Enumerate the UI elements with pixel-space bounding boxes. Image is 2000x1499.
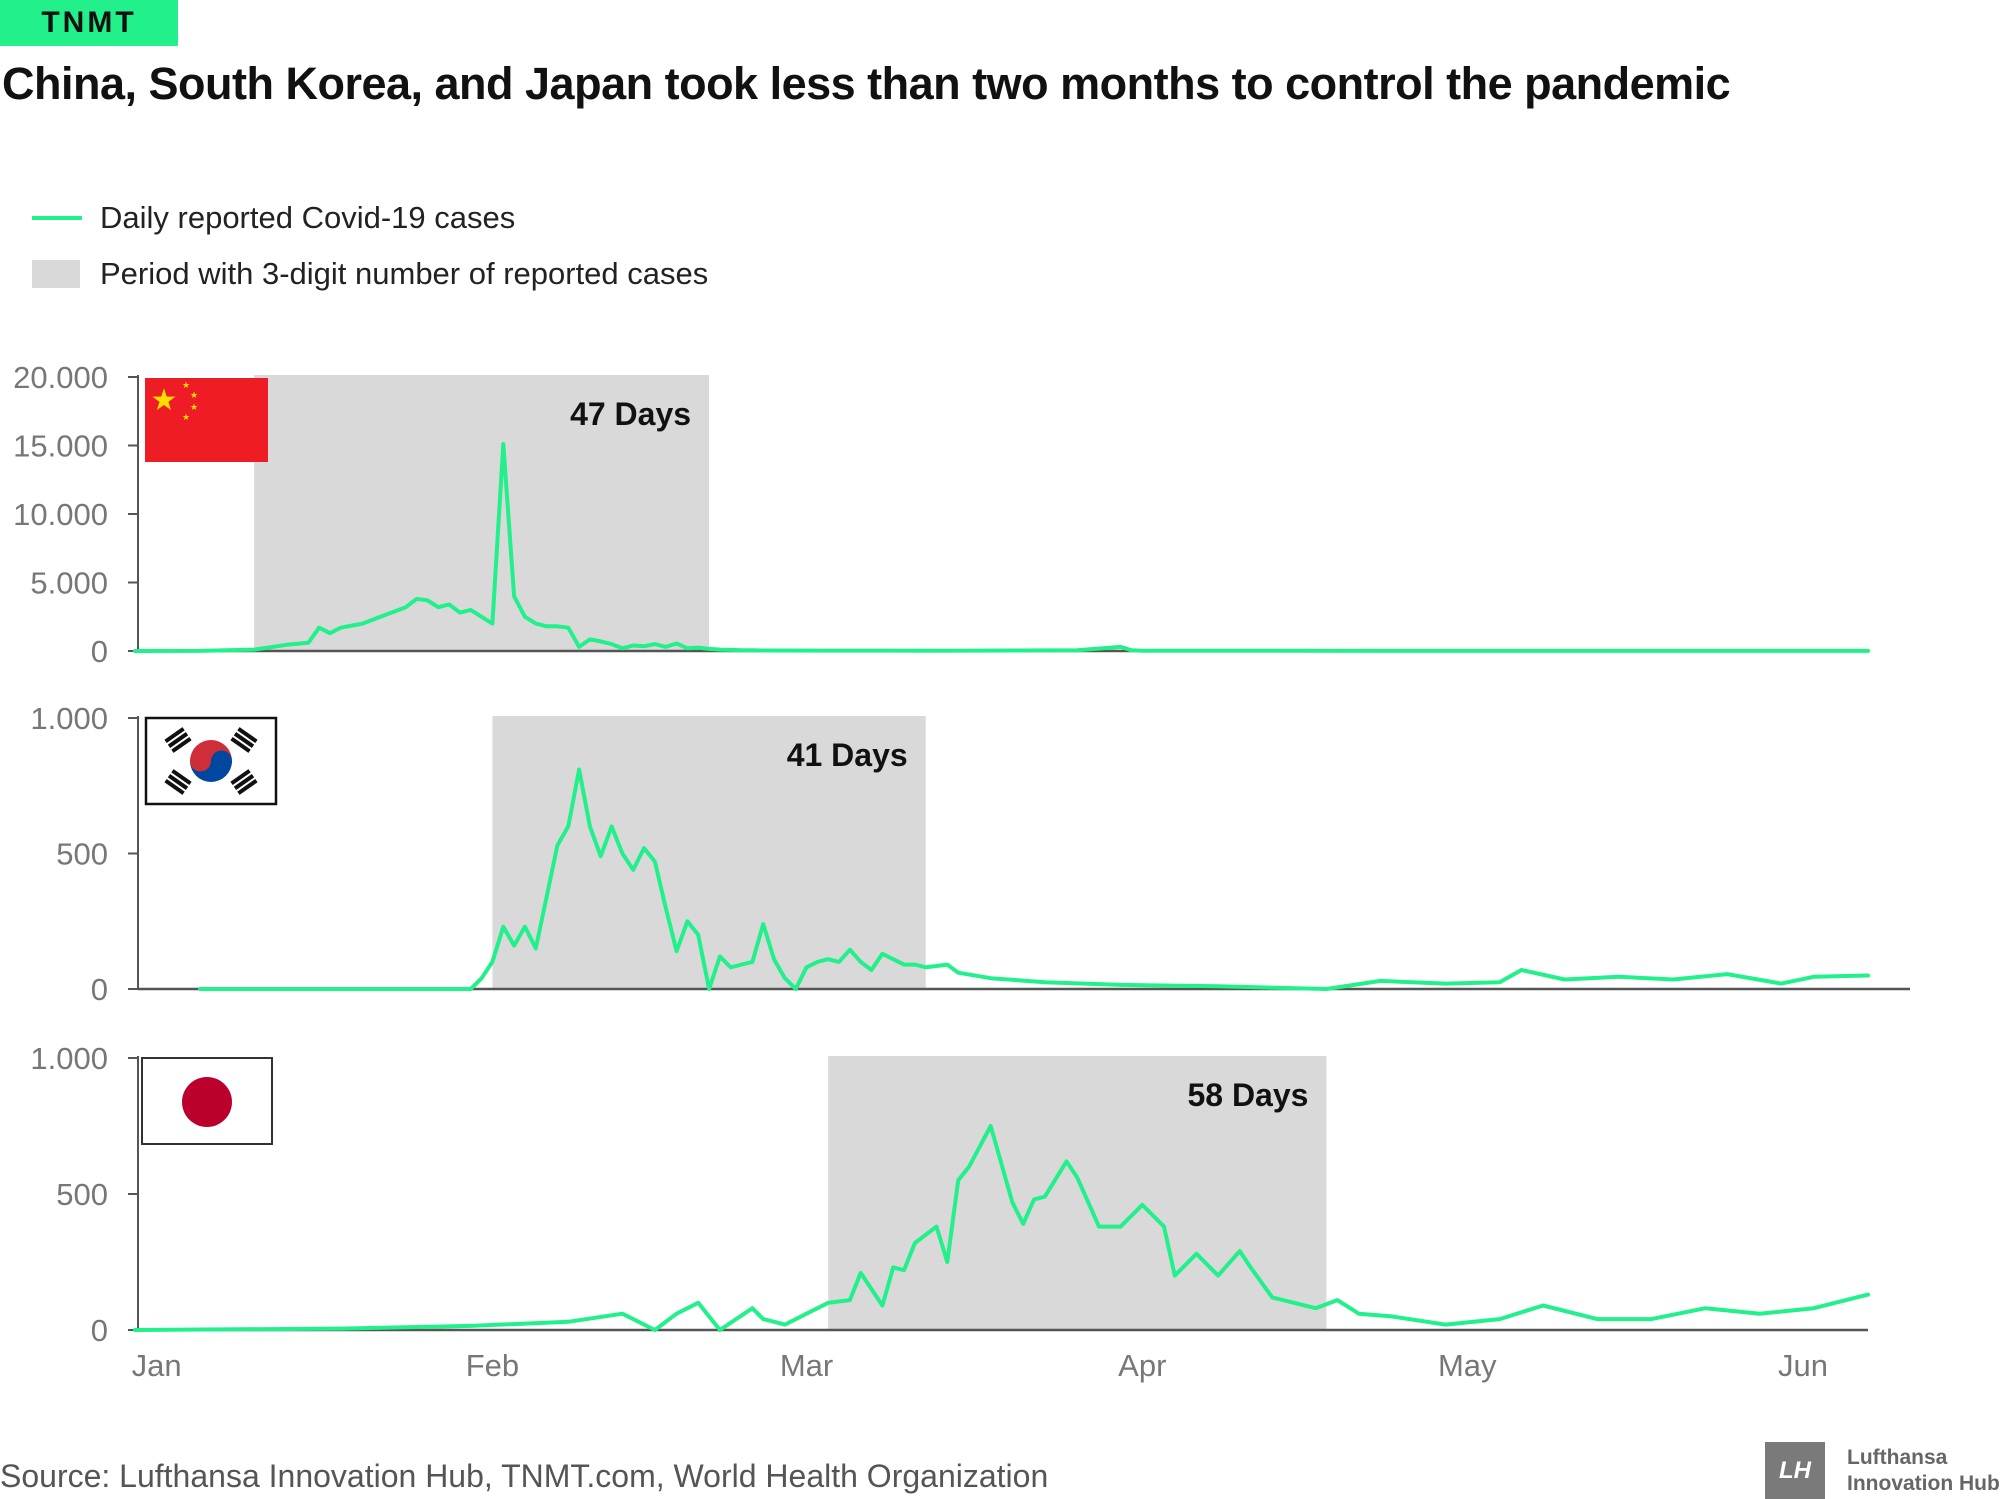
x-tick-label: Jun [1778, 1348, 1828, 1383]
y-tick-label: 15.000 [13, 429, 108, 464]
flag-trigram-bar [237, 727, 258, 744]
flag-trigram-bar [237, 778, 258, 795]
source-note: Source: Lufthansa Innovation Hub, TNMT.c… [0, 1458, 1049, 1494]
lufthansa-innovation-hub-logo: LH [1765, 1442, 1825, 1499]
legend-entry-band: Period with 3-digit number of reported c… [32, 246, 708, 302]
flag-small-star: ★ [182, 413, 190, 423]
page-title: China, South Korea, and Japan took less … [2, 58, 1731, 109]
y-tick-label: 5.000 [30, 566, 108, 601]
y-tick-label: 0 [91, 1313, 108, 1348]
y-tick-label: 500 [56, 837, 108, 872]
x-tick-label: Apr [1118, 1348, 1166, 1383]
flag-trigram-bar [164, 727, 185, 744]
flag-trigram-bar [171, 736, 192, 753]
period-band [828, 1056, 1327, 1330]
legend-band-swatch [32, 260, 80, 288]
logo-text: Lufthansa Innovation Hub [1847, 1445, 2000, 1497]
tnmt-logo: TNMT [0, 0, 178, 46]
flag-trigram [164, 727, 192, 753]
flag-trigram-bar [164, 778, 185, 795]
flag-big-star: ★ [151, 383, 178, 418]
flag-trigram-bar [167, 774, 189, 790]
china-flag-icon [145, 378, 268, 462]
series-line-daily-cases [198, 767, 1870, 991]
period-band [254, 375, 710, 651]
logo-text-line1: Lufthansa [1847, 1446, 1948, 1469]
legend-entry-line: Daily reported Covid-19 cases [32, 190, 708, 246]
logo-text-line2: Innovation Hub [1847, 1472, 2000, 1495]
legend: Daily reported Covid-19 cases Period wit… [32, 190, 708, 302]
period-band [492, 716, 926, 989]
flag-trigram-bar [230, 736, 251, 753]
flag-taeguk-blue-inner [211, 750, 232, 772]
flag-small-star: ★ [190, 391, 198, 401]
flag-taeguk-red-inner [190, 750, 211, 772]
flag-trigram [230, 727, 258, 753]
flag-trigram [164, 769, 192, 795]
y-tick-label: 20.000 [13, 360, 108, 395]
flag-trigram-bar [230, 769, 251, 786]
y-tick-label: 10.000 [13, 497, 108, 532]
flag-trigram-bar [171, 769, 192, 786]
legend-line-swatch [32, 216, 82, 220]
panel-south-korea: 41 Days 0 500 1.000 [30, 701, 1910, 1007]
panel-japan: 58 Days 0 500 1.000 [30, 1041, 1870, 1348]
y-tick-label: 1.000 [30, 701, 108, 736]
flag-red-disc [182, 1077, 232, 1127]
logo-mark: LH [1779, 1456, 1811, 1484]
y-tick-label: 0 [91, 634, 108, 669]
flag-small-star: ★ [190, 403, 198, 413]
flag-trigram-bar [233, 774, 255, 790]
x-tick-label: Feb [466, 1348, 519, 1383]
band-duration-label: 47 Days [570, 396, 691, 432]
y-tick-label: 500 [56, 1177, 108, 1212]
flag-small-star: ★ [182, 381, 190, 391]
legend-line-label: Daily reported Covid-19 cases [100, 200, 516, 235]
y-tick-label: 0 [91, 972, 108, 1007]
legend-band-label: Period with 3-digit number of reported c… [100, 256, 709, 291]
brand-label: TNMT [41, 6, 137, 39]
x-tick-label: Mar [780, 1348, 833, 1383]
y-tick-label: 1.000 [30, 1041, 108, 1076]
x-tick-label: May [1438, 1348, 1497, 1383]
flag-trigram [230, 769, 258, 795]
x-tick-label: Jan [132, 1348, 182, 1383]
series-line-daily-cases [133, 442, 1870, 653]
flag-trigram-bar [233, 732, 255, 748]
series-line-daily-cases [133, 1124, 1870, 1332]
band-duration-label: 41 Days [787, 737, 908, 773]
flag-trigram-bar [167, 732, 189, 748]
band-duration-label: 58 Days [1187, 1077, 1308, 1113]
